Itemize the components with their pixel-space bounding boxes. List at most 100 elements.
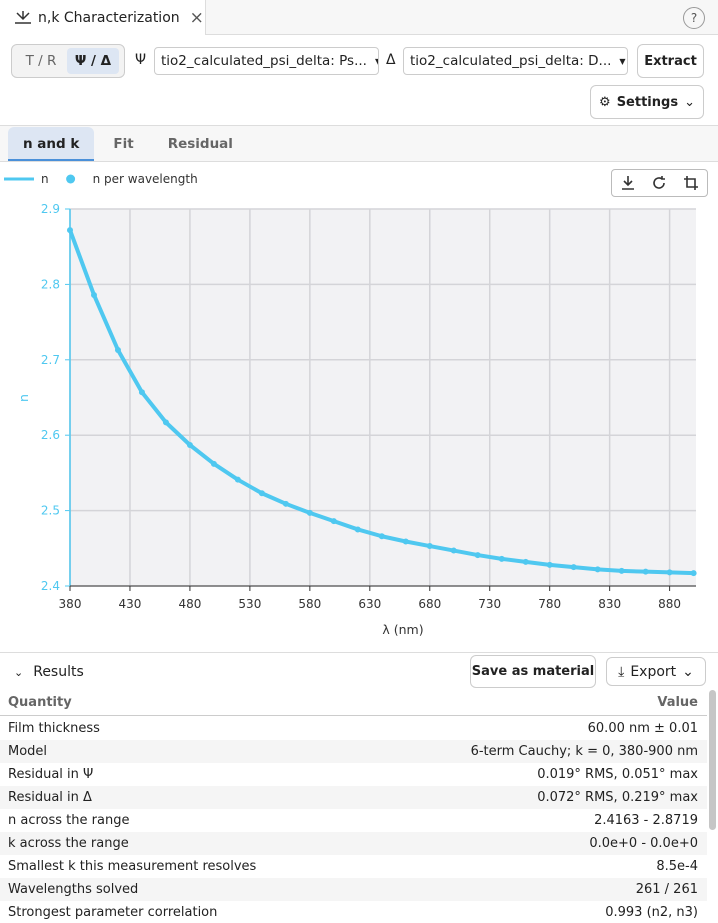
- cell-quantity: k across the range: [8, 836, 129, 851]
- data-point: [282, 500, 289, 507]
- data-point: [114, 346, 121, 353]
- x-tick-label: 880: [658, 597, 681, 611]
- data-point: [426, 543, 433, 550]
- data-point: [138, 389, 145, 396]
- tab-close[interactable]: ×: [189, 7, 204, 28]
- data-point: [330, 518, 337, 525]
- save-button[interactable]: Save as material: [470, 655, 596, 688]
- mode-buttons: T / R Ψ / Δ: [15, 48, 119, 74]
- data-point: [210, 460, 217, 467]
- data-point: [522, 558, 529, 565]
- table-row: Wavelengths solved 261 / 261: [0, 878, 707, 901]
- x-axis-label: λ (nm): [382, 622, 423, 637]
- crop-icon[interactable]: [683, 175, 699, 191]
- scrollbar[interactable]: [709, 690, 716, 830]
- table-row: k across the range 0.0e+0 - 0.0e+0: [0, 832, 707, 855]
- help-button[interactable]: ?: [683, 7, 705, 29]
- table-row: Smallest k this measurement resolves 8.5e…: [0, 855, 707, 878]
- data-point: [378, 533, 385, 540]
- cell-quantity: n across the range: [8, 813, 130, 828]
- view-tab[interactable]: Residual: [167, 135, 233, 152]
- table-row: Strongest parameter correlation 0.993 (n2…: [0, 901, 707, 923]
- data-point: [67, 227, 73, 234]
- data-point: [186, 442, 193, 449]
- legend-label: n per wavelength: [93, 172, 198, 186]
- x-tick-label: 530: [238, 597, 261, 611]
- data-point: [666, 569, 673, 576]
- data-point: [162, 419, 169, 426]
- view-tab[interactable]: n and k: [8, 126, 95, 161]
- active-tab[interactable]: n,k Characterization ×: [0, 0, 206, 35]
- mode-button[interactable]: T / R: [25, 53, 57, 69]
- results-toggle[interactable]: ⌄ Results: [14, 664, 84, 680]
- results-bar: [0, 652, 718, 691]
- x-tick-label: 730: [478, 597, 501, 611]
- data-point: [258, 490, 265, 497]
- data-point: [306, 509, 313, 516]
- settings-button[interactable]: ⚙ Settings ⌄: [590, 85, 704, 119]
- column-header: Value: [657, 695, 698, 710]
- y-axis-label: n: [16, 394, 31, 402]
- cell-quantity: Smallest k this measurement resolves: [8, 859, 257, 874]
- table-row: Residual in Δ 0.072° RMS, 0.219° max: [0, 786, 707, 809]
- y-tick-label: 2.9: [41, 202, 60, 216]
- legend-label: n: [41, 172, 49, 186]
- psi-select-text: tio2_calculated_psi_delta: Ps...: [161, 53, 367, 69]
- data-point: [570, 564, 577, 571]
- data-point: [402, 538, 409, 545]
- cell-value: 261 / 261: [635, 882, 698, 897]
- data-point: [90, 291, 97, 298]
- export-text: Export: [630, 663, 677, 680]
- y-tick-label: 2.6: [41, 428, 60, 442]
- data-point: [498, 555, 505, 562]
- tab-icon: [15, 10, 31, 24]
- cell-value: 0.993 (n2, n3): [605, 905, 698, 920]
- cell-value: 8.5e-4: [656, 859, 698, 874]
- x-tick-label: 680: [418, 597, 441, 611]
- cell-value: 0.0e+0 - 0.0e+0: [589, 836, 698, 851]
- download-icon[interactable]: [620, 175, 636, 191]
- reset-icon[interactable]: [651, 175, 667, 191]
- x-tick-label: 580: [298, 597, 321, 611]
- y-tick-label: 2.8: [41, 277, 60, 291]
- data-point: [690, 570, 697, 577]
- x-tick-label: 830: [598, 597, 621, 611]
- x-tick-label: 380: [59, 597, 82, 611]
- export-button[interactable]: ⤓ Export ⌄: [606, 657, 706, 686]
- mode-button[interactable]: Ψ / Δ: [67, 48, 119, 74]
- x-tick-label: 630: [358, 597, 381, 611]
- extract-button[interactable]: Extract: [637, 44, 704, 78]
- delta-select-text: tio2_calculated_psi_delta: D...: [410, 53, 612, 69]
- table-header: Quantity Value: [0, 690, 707, 716]
- settings-text: Settings: [616, 94, 679, 110]
- psi-select[interactable]: tio2_calculated_psi_delta: Ps...▼: [154, 47, 379, 75]
- delta-select[interactable]: tio2_calculated_psi_delta: D... ▼: [403, 47, 628, 75]
- y-tick-label: 2.5: [41, 504, 60, 518]
- cell-value: 6-term Cauchy; k = 0, 380-900 nm: [470, 744, 698, 759]
- chart-toolbar: [611, 169, 708, 197]
- view-tab[interactable]: Fit: [113, 135, 134, 152]
- cell-quantity: Wavelengths solved: [8, 882, 139, 897]
- cell-quantity: Residual in Ψ: [8, 767, 94, 782]
- data-point: [546, 561, 553, 568]
- data-point: [642, 568, 649, 575]
- table-row: Model 6-term Cauchy; k = 0, 380-900 nm: [0, 740, 707, 763]
- plot-area: [70, 209, 696, 586]
- results-title: Results: [33, 664, 84, 680]
- x-tick-label: 780: [538, 597, 561, 611]
- cell-value: 2.4163 - 2.8719: [594, 813, 698, 828]
- column-header: Quantity: [8, 695, 72, 710]
- table-row: n across the range 2.4163 - 2.8719: [0, 809, 707, 832]
- y-tick-label: 2.7: [41, 353, 60, 367]
- cell-value: 60.00 nm ± 0.01: [587, 721, 698, 736]
- cell-quantity: Film thickness: [8, 721, 100, 736]
- tab-title: n,k Characterization: [38, 9, 180, 26]
- psi-label: Ψ: [135, 52, 147, 68]
- cell-quantity: Residual in Δ: [8, 790, 92, 805]
- data-point: [618, 567, 625, 574]
- chart: 2.4 2.5 2.6 2.7 2.8 2.9 380 430 480 530 580 630 680 7…: [4, 172, 697, 637]
- cell-value: 0.019° RMS, 0.051° max: [537, 767, 698, 782]
- data-point: [594, 566, 601, 573]
- data-point: [474, 552, 481, 559]
